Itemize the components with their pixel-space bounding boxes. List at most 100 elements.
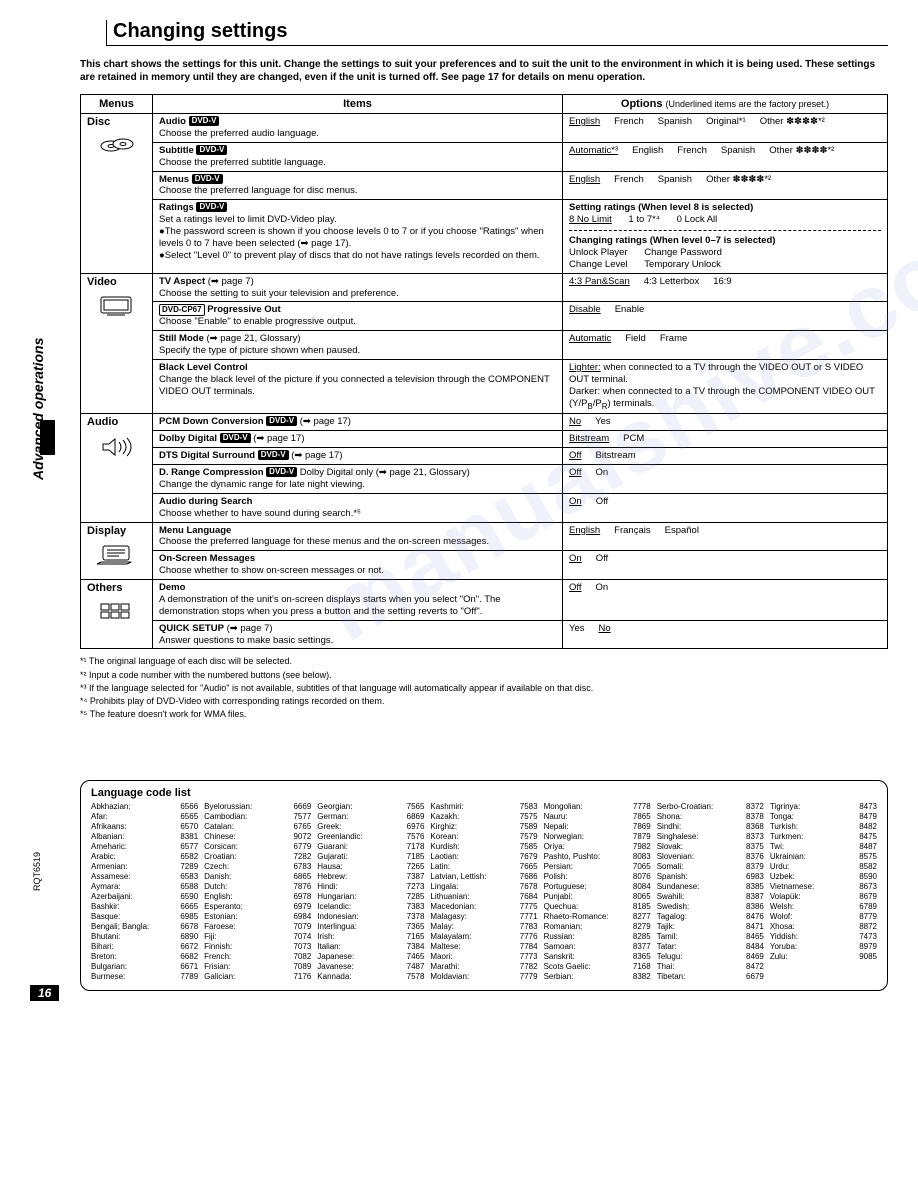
menu-display-label: Display (87, 525, 146, 539)
item-subtitle-title: Subtitle (159, 145, 194, 156)
language-entry: Irish:7165 (317, 932, 424, 942)
item-demo: Demo A demonstration of the unit's on-sc… (153, 580, 563, 621)
language-entry: Zulu:9085 (770, 952, 877, 962)
opt: 8 No Limit (569, 214, 612, 226)
option-value: On (569, 553, 582, 565)
language-entry: Nepali:7869 (544, 822, 651, 832)
dvd-v-badge: DVD-V (192, 174, 223, 184)
opt: Change Password (644, 247, 722, 259)
option-value: English (632, 145, 663, 157)
dvd-v-badge: DVD-V (189, 116, 220, 126)
opt: Unlock Player (569, 247, 628, 259)
language-entry: Norwegian:7879 (544, 832, 651, 842)
item-ratings-bullet1: ●The password screen is shown if you cho… (159, 226, 544, 249)
language-entry: Persian:7065 (544, 862, 651, 872)
language-entry: Laotian:7679 (430, 852, 537, 862)
item-black-title: Black Level Control (159, 362, 248, 373)
page: manualshive.com Advanced operations RQT6… (0, 0, 918, 1011)
language-entry: Twi:8487 (770, 842, 877, 852)
language-entry: Bengali; Bangla:6678 (91, 922, 198, 932)
language-entry: Greenlandic:7576 (317, 832, 424, 842)
item-subtitle-desc: Choose the preferred subtitle language. (159, 157, 326, 168)
dvd-v-badge: DVD-V (196, 145, 227, 155)
language-entry: Guarani:7178 (317, 842, 424, 852)
option-value: Off (596, 496, 609, 508)
language-entry: Kirghiz:7589 (430, 822, 537, 832)
footnote: *³ If the language selected for "Audio" … (80, 682, 888, 694)
option-value: Other ✽✽✽✽*² (760, 116, 825, 128)
language-entry: Welsh:6789 (770, 902, 877, 912)
ref: (➡ page 17) (300, 416, 351, 427)
language-entry: Wolof:8779 (770, 912, 877, 922)
language-entry: Yoruba:8979 (770, 942, 877, 952)
language-entry: Finnish:7073 (204, 942, 311, 952)
item-dts: DTS Digital Surround DVD-V (➡ page 17) (153, 448, 563, 465)
language-entry: Estonian:6984 (204, 912, 311, 922)
language-entry: Hausa:7265 (317, 862, 424, 872)
language-entry: Sindhi:8368 (657, 822, 764, 832)
opts-pcm: NoYes (563, 414, 888, 431)
language-entry: Danish:6865 (204, 872, 311, 882)
opts-drange: OffOn (563, 465, 888, 494)
ratings-chg-title: Changing ratings (When level 0–7 is sele… (569, 235, 775, 246)
option-value: Frame (660, 333, 687, 345)
opt-darker: Darker: (569, 386, 600, 397)
item-quick-title: QUICK SETUP (159, 623, 224, 634)
opt: Change Level (569, 259, 628, 271)
language-column: Kashmiri:7583Kazakh:7575Kirghiz:7589Kore… (430, 802, 537, 982)
language-entry: Polish:8076 (544, 872, 651, 882)
language-entry: Romanian:8279 (544, 922, 651, 932)
language-entry: Yiddish:7473 (770, 932, 877, 942)
language-entry: Croatian:7282 (204, 852, 311, 862)
language-entry: Thai:8472 (657, 962, 764, 972)
language-entry: Serbian:8382 (544, 972, 651, 982)
language-entry: Sanskrit:8365 (544, 952, 651, 962)
option-value: On (596, 467, 609, 479)
language-entry: Tajik:8471 (657, 922, 764, 932)
opt: 0 Lock All (677, 214, 718, 226)
item-search-title: Audio during Search (159, 496, 252, 507)
opt-lighter-desc: when connected to a TV through the VIDEO… (569, 362, 863, 385)
menu-display: Display (81, 522, 153, 580)
dvd-v-badge: DVD-V (220, 433, 251, 443)
opts-still: AutomaticFieldFrame (563, 331, 888, 360)
item-menu-lang: Menu Language Choose the preferred langu… (153, 522, 563, 551)
option-value: 4:3 Letterbox (644, 276, 699, 288)
language-entry: Sundanese:8385 (657, 882, 764, 892)
item-demo-desc: A demonstration of the unit's on-screen … (159, 594, 501, 617)
option-value: On (596, 582, 609, 594)
language-entry: Maori:7773 (430, 952, 537, 962)
item-progressive: DVD-CP67 Progressive Out Choose "Enable"… (153, 302, 563, 331)
option-value: Disable (569, 304, 601, 316)
language-entry: Galician:7176 (204, 972, 311, 982)
language-entry: Turkmen:8475 (770, 832, 877, 842)
header-options: Options (Underlined items are the factor… (563, 95, 888, 114)
header-options-label: Options (621, 98, 663, 110)
opts-black-level: Lighter: when connected to a TV through … (563, 360, 888, 414)
language-entry: Tibetan:6679 (657, 972, 764, 982)
option-value: Off (596, 553, 609, 565)
language-column: Mongolian:7778Nauru:7865Nepali:7869Norwe… (544, 802, 651, 982)
option-value: Enable (615, 304, 645, 316)
option-value: Bitstream (569, 433, 609, 445)
language-entry: Georgian:7565 (317, 802, 424, 812)
option-value: Other ✽✽✽✽*² (769, 145, 834, 157)
footnote: *¹ The original language of each disc wi… (80, 655, 888, 667)
page-number: 16 (30, 985, 59, 1001)
footnote: *² Input a code number with the numbered… (80, 669, 888, 681)
dvd-v-badge: DVD-V (266, 416, 297, 426)
item-menus-title: Menus (159, 174, 189, 185)
language-entry: Quechua:8185 (544, 902, 651, 912)
language-entry: Gujarati:7185 (317, 852, 424, 862)
item-dolby: Dolby Digital DVD-V (➡ page 17) (153, 431, 563, 448)
option-value: PCM (623, 433, 644, 445)
item-drange-desc: Change the dynamic range for late night … (159, 479, 365, 490)
item-dolby-title: Dolby Digital (159, 433, 217, 444)
item-progressive-desc: Choose "Enable" to enable progressive ou… (159, 316, 356, 327)
menu-video: Video (81, 273, 153, 414)
item-drange-title: D. Range Compression (159, 467, 264, 478)
item-menus-desc: Choose the preferred language for disc m… (159, 185, 358, 196)
language-entry: Burmese:7789 (91, 972, 198, 982)
dvd-v-badge: DVD-V (258, 450, 289, 460)
language-entry: Bulgarian:6671 (91, 962, 198, 972)
